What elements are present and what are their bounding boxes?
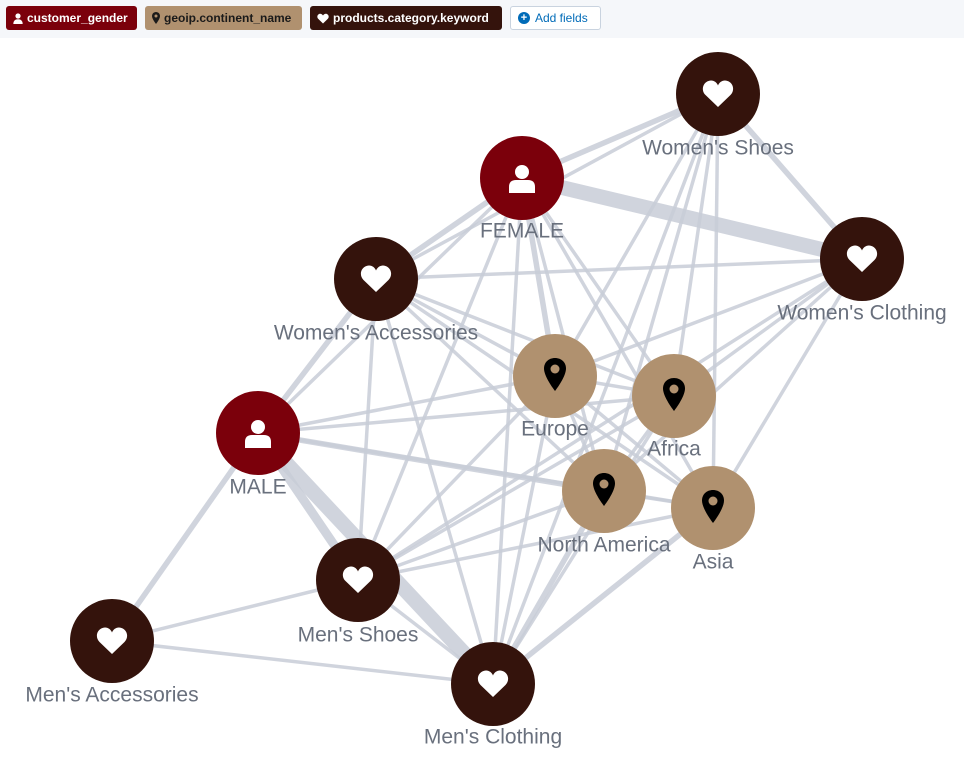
field-chip-label: geoip.continent_name bbox=[164, 11, 292, 25]
node-label: Africa bbox=[647, 438, 701, 461]
graph-edge-mens-clothing-asia bbox=[491, 505, 715, 687]
graph-edge-male-europe bbox=[257, 374, 556, 435]
graph-edge-male-africa bbox=[257, 394, 675, 435]
graph-edge-mens-shoes-north-america bbox=[357, 489, 605, 582]
user-icon bbox=[509, 165, 535, 193]
node-label: Europe bbox=[521, 418, 589, 441]
node-womens-shoes[interactable]: Women's Shoes bbox=[642, 52, 794, 160]
node-africa[interactable]: Africa bbox=[632, 354, 716, 461]
heart-icon bbox=[96, 627, 128, 654]
graph-edge-mens-shoes-asia bbox=[357, 506, 714, 582]
graph-edge-womens-shoes-europe bbox=[553, 93, 720, 377]
graph-edge-male-mens-accessories bbox=[109, 431, 261, 643]
graph-edge-female-mens-clothing bbox=[491, 177, 524, 685]
graph-edge-female-asia bbox=[520, 177, 715, 509]
graph-edge-womens-clothing-asia bbox=[711, 258, 864, 509]
node-north-america[interactable]: North America bbox=[537, 449, 671, 557]
node-female[interactable]: FEMALE bbox=[480, 136, 564, 243]
node-label: Men's Shoes bbox=[298, 624, 419, 647]
graph-nodes: Women's Shoes FEMALE Women's Clothing Women… bbox=[25, 52, 947, 749]
graph-edge-mens-shoes-africa bbox=[357, 394, 675, 582]
add-fields-label: Add fields bbox=[535, 11, 588, 25]
graph-edge-female-africa bbox=[520, 176, 676, 398]
field-chip-label: customer_gender bbox=[27, 11, 128, 25]
field-chip-products-category[interactable]: products.category.keyword bbox=[310, 6, 502, 30]
graph-edge-mens-shoes-europe bbox=[356, 374, 557, 582]
graph-edge-female-womens-clothing bbox=[520, 170, 864, 267]
node-label: Women's Accessories bbox=[274, 322, 478, 345]
graph-edge-womens-accessories-mens-shoes bbox=[356, 278, 378, 581]
node-label: Asia bbox=[693, 551, 734, 574]
map-marker-icon bbox=[544, 358, 566, 391]
field-chip-customer-gender[interactable]: customer_gender bbox=[6, 6, 137, 30]
heart-icon bbox=[477, 670, 509, 697]
map-marker-icon bbox=[663, 378, 685, 411]
graph-edge-womens-shoes-africa bbox=[672, 93, 720, 397]
graph-edge-womens-clothing-europe bbox=[554, 257, 863, 378]
node-asia[interactable]: Asia bbox=[671, 466, 755, 574]
heart-icon bbox=[360, 265, 392, 292]
graph-edge-mens-clothing-europe bbox=[491, 375, 557, 685]
node-male[interactable]: MALE bbox=[216, 391, 300, 499]
field-chip-continent-name[interactable]: geoip.continent_name bbox=[145, 6, 302, 30]
field-toolbar: customer_gender geoip.continent_name pro… bbox=[0, 0, 964, 38]
graph-edge-mens-shoes-mens-accessories bbox=[111, 578, 359, 643]
graph-edge-female-north-america bbox=[520, 177, 606, 492]
graph-edge-womens-clothing-mens-shoes bbox=[357, 257, 863, 582]
graph-edge-womens-shoes-mens-clothing bbox=[491, 93, 720, 685]
node-womens-clothing[interactable]: Women's Clothing bbox=[777, 217, 947, 325]
node-mens-shoes[interactable]: Men's Shoes bbox=[298, 538, 419, 647]
node-label: Women's Shoes bbox=[642, 137, 794, 160]
graph-edge-female-mens-shoes bbox=[356, 177, 524, 581]
heart-icon bbox=[317, 13, 329, 24]
heart-icon bbox=[846, 245, 878, 272]
graph-edge-womens-clothing-womens-accessories bbox=[375, 257, 863, 281]
add-fields-button[interactable]: + Add fields bbox=[510, 6, 601, 30]
heart-icon bbox=[342, 566, 374, 593]
node-mens-accessories[interactable]: Men's Accessories bbox=[25, 599, 199, 707]
user-icon bbox=[245, 420, 271, 448]
node-label: Men's Accessories bbox=[25, 684, 198, 707]
map-marker-icon bbox=[593, 473, 615, 506]
node-europe[interactable]: Europe bbox=[513, 334, 597, 441]
graph-edge-womens-accessories-africa bbox=[375, 277, 675, 398]
plus-circle-icon: + bbox=[518, 12, 530, 24]
map-marker-icon bbox=[152, 12, 160, 24]
node-label: Men's Clothing bbox=[424, 726, 562, 749]
graph-edge-mens-accessories-mens-clothing bbox=[111, 639, 494, 686]
map-marker-icon bbox=[702, 490, 724, 523]
graph-edge-womens-shoes-asia bbox=[711, 93, 720, 509]
node-womens-accessories[interactable]: Women's Accessories bbox=[274, 237, 478, 345]
node-label: FEMALE bbox=[480, 220, 564, 243]
node-label: MALE bbox=[229, 476, 286, 499]
node-label: Women's Clothing bbox=[777, 302, 946, 325]
user-icon bbox=[13, 12, 23, 24]
heart-icon bbox=[702, 80, 734, 107]
graph-edge-womens-accessories-mens-clothing bbox=[374, 278, 495, 685]
node-label: North America bbox=[537, 534, 670, 557]
field-chip-label: products.category.keyword bbox=[333, 11, 489, 25]
graph-edge-womens-accessories-north-america bbox=[374, 277, 606, 493]
node-mens-clothing[interactable]: Men's Clothing bbox=[424, 642, 562, 749]
